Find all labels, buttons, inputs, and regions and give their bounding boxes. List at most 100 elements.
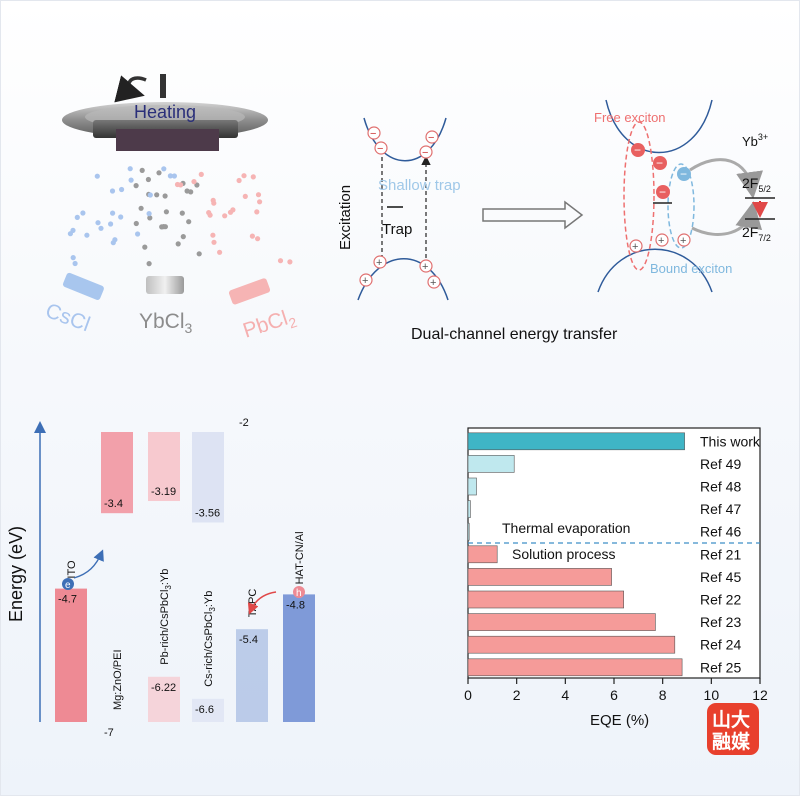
bar-category-label: Ref 21 <box>700 546 741 562</box>
particle-dot <box>196 251 202 257</box>
lumo-block <box>192 432 224 523</box>
svg-text:山大: 山大 <box>712 708 750 731</box>
particle-dot <box>95 220 101 226</box>
particle-dot <box>230 207 236 213</box>
particle-dot <box>180 234 186 240</box>
particle-dot <box>154 192 160 198</box>
particle-dot <box>108 221 114 227</box>
eqe-bar <box>467 568 612 586</box>
particle-dot <box>84 232 90 238</box>
particle-dot <box>98 225 104 231</box>
particle-dot <box>74 214 80 220</box>
bar-category-label: Ref 22 <box>700 592 741 608</box>
eqe-bar <box>467 545 498 564</box>
particle-dot <box>257 199 263 205</box>
transfer-arrow-icon <box>482 200 584 230</box>
electron-free-icon <box>631 143 645 157</box>
particle-dot <box>146 211 152 217</box>
particle-dot <box>162 193 168 199</box>
electron-trap-icon <box>656 185 670 199</box>
particle-dot <box>255 236 261 242</box>
particle-dot <box>112 237 118 243</box>
homo-value: -5.4 <box>239 634 258 646</box>
homo-value: -6.22 <box>151 682 176 694</box>
svg-text:+: + <box>422 261 428 273</box>
particle-dot <box>147 192 153 198</box>
homo-block <box>236 629 268 722</box>
particle-dot <box>70 227 76 233</box>
particle-dot <box>156 170 162 176</box>
layer-name: HAT-CN/Al <box>294 531 306 584</box>
homo-value: -7 <box>104 727 114 739</box>
particle-dot <box>255 192 262 198</box>
particle-dot <box>127 166 133 172</box>
svg-text:+: + <box>376 257 382 269</box>
particle-dot <box>139 167 145 173</box>
panel-a-evaporation: Heating CsCl YbCl3 PbCl2 <box>42 74 299 343</box>
bar-category-label: Ref 23 <box>700 614 741 630</box>
valence-band-curve-right <box>597 248 713 293</box>
panel-d-eqe-chart: This work Ref 49 Ref 48 Ref 47 Ref 46 Ref 21 R… <box>464 427 768 729</box>
pbcl2-boat <box>228 278 271 305</box>
particle-dot <box>163 209 169 215</box>
level-2f72-label: 2F7/2 <box>742 224 771 243</box>
hole-symbol: h <box>296 588 302 599</box>
x-tick-label: 6 <box>610 687 618 703</box>
particle-dot <box>174 181 181 188</box>
hole-icon <box>293 586 305 598</box>
homo-block <box>148 676 180 722</box>
particle-dot <box>133 220 139 227</box>
x-tick-label: 2 <box>513 687 521 703</box>
particle-dot <box>146 261 152 267</box>
conduction-band-curve-right <box>605 99 713 154</box>
bound-exciton-ellipse <box>667 163 695 249</box>
particle-dot <box>242 193 248 199</box>
panel-b-energy-transfer: Excitation Shallow trap Trap − − − − + +… <box>337 99 775 343</box>
chart-x-ticks: 0 2 4 6 8 10 12 <box>464 678 768 703</box>
particle-dot <box>222 213 228 219</box>
eqe-bar <box>467 432 685 451</box>
particle-dot <box>128 177 134 183</box>
bound-exciton-label: Bound exciton <box>650 261 732 276</box>
electron-icon <box>62 578 74 590</box>
particle-dot <box>80 210 86 216</box>
particle-dot <box>119 186 125 193</box>
transfer-curve-lower <box>691 201 763 236</box>
eqe-bar <box>467 500 471 518</box>
evaporation-particles <box>67 166 293 267</box>
cscl-boat <box>62 272 104 300</box>
transfer-curve-upper <box>689 158 763 199</box>
eqe-bar <box>467 477 477 496</box>
particle-dot <box>171 173 177 179</box>
free-exciton-label: Free exciton <box>594 110 666 125</box>
bar-category-label: Ref 45 <box>700 569 741 585</box>
chart-bars: This work Ref 49 Ref 48 Ref 47 Ref 46 Ref 21 R… <box>467 432 761 677</box>
electron-icons: − − − − <box>367 126 439 159</box>
excitation-label: Excitation <box>337 185 354 250</box>
particle-dot <box>211 239 217 245</box>
particle-dot <box>175 241 181 247</box>
particle-dot <box>162 224 168 230</box>
particle-dot <box>167 173 173 179</box>
lumo-value: -3.56 <box>195 507 220 519</box>
particle-dot <box>142 244 148 250</box>
energy-level-block <box>55 588 87 722</box>
shallow-trap-label: Shallow trap <box>378 177 461 194</box>
particle-dot <box>110 210 116 216</box>
rotation-arrow-icon <box>114 75 147 103</box>
svg-text:−: − <box>659 185 666 199</box>
bar-category-label: Ref 46 <box>700 524 741 540</box>
particle-dot <box>241 173 247 179</box>
particle-dot <box>210 197 216 203</box>
particle-dot <box>135 231 141 237</box>
svg-text:−: − <box>634 143 641 157</box>
svg-text:−: − <box>680 167 687 181</box>
svg-text:+: + <box>680 235 686 247</box>
bar-category-label: Ref 24 <box>700 637 741 653</box>
particle-dot <box>191 179 197 185</box>
bar-category-label: Ref 48 <box>700 479 741 495</box>
particle-dot <box>138 205 144 211</box>
lumo-block <box>148 432 180 502</box>
ybcl3-label: YbCl3 <box>139 310 193 336</box>
energy-level-block <box>283 594 315 722</box>
